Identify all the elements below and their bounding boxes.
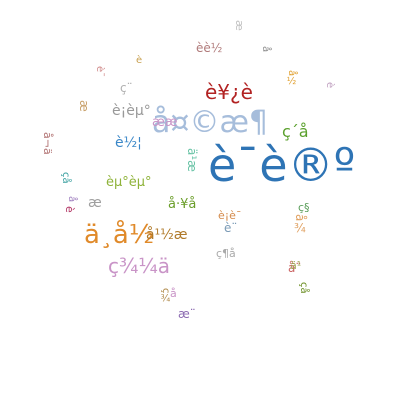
cloud-word: å	[66, 196, 77, 203]
cloud-word: çå	[60, 172, 71, 184]
cloud-word: å¨	[288, 261, 302, 275]
cloud-word: å¹½æ	[146, 227, 188, 243]
cloud-word: ç¨	[120, 81, 133, 95]
cloud-word: è¯	[94, 66, 105, 78]
cloud-word: èµ°èµ°	[106, 175, 152, 190]
cloud-word: ç¶å	[216, 247, 236, 260]
cloud-word: è¨	[224, 221, 238, 235]
cloud-word: è¥¿è	[205, 80, 253, 104]
cloud-word: å½	[286, 70, 297, 88]
cloud-word: è½¦	[115, 135, 142, 151]
cloud-word: å¤©æ¶	[152, 105, 269, 140]
cloud-word: æ	[77, 100, 91, 112]
cloud-word: ææ	[152, 115, 178, 130]
cloud-word: ç¾	[160, 288, 171, 305]
cloud-word: å¾	[293, 214, 307, 236]
cloud-word: æ	[233, 20, 246, 31]
cloud-word: è	[324, 82, 335, 89]
cloud-word: ç§	[298, 201, 310, 214]
cloud-word: å	[170, 287, 177, 300]
cloud-word: å·¥å	[168, 197, 197, 212]
cloud-word: ä¹æ	[185, 148, 199, 172]
cloud-word: è	[136, 55, 143, 66]
cloud-word: æ	[88, 195, 102, 211]
cloud-word: è¯è®º	[208, 138, 356, 192]
cloud-word: ç¾¼ä	[108, 254, 171, 278]
cloud-word: è¡è¯	[218, 209, 242, 222]
cloud-word: å	[260, 46, 271, 53]
cloud-word: ä¸å½	[84, 220, 155, 250]
cloud-word: èè½	[196, 41, 223, 55]
cloud-word: ç´å	[282, 122, 309, 141]
cloud-word: è	[63, 206, 76, 213]
cloud-word: è¡èµ°	[112, 103, 151, 119]
cloud-word: ä¹	[290, 259, 302, 272]
cloud-word: æ¨	[178, 307, 196, 321]
cloud-word: å¬ä	[41, 132, 54, 155]
cloud-word: çå	[298, 282, 309, 294]
